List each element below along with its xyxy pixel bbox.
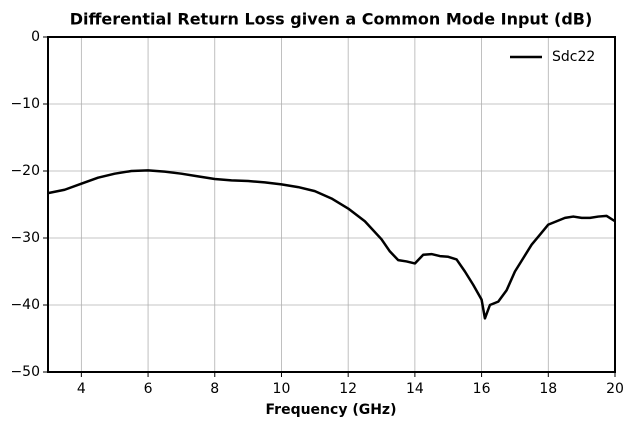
x-tick-label: 6 [144, 381, 153, 397]
data-line [47, 169, 616, 320]
x-axis-label: Frequency (GHz) [266, 402, 397, 418]
plot-frame [47, 36, 616, 373]
x-tick-label: 16 [473, 381, 491, 397]
x-tick-label: 10 [273, 381, 291, 397]
y-tick-label: 0 [31, 29, 40, 45]
chart-title: Differential Return Loss given a Common … [70, 10, 593, 29]
x-tick-label: 4 [77, 381, 86, 397]
y-tick-label: −40 [10, 297, 40, 313]
y-tick-label: −10 [10, 96, 40, 112]
y-tick-label: −30 [10, 230, 40, 246]
x-tick-label: 18 [539, 381, 557, 397]
y-tick-label: −50 [10, 364, 40, 380]
x-tick-label: 20 [606, 381, 624, 397]
legend-label: Sdc22 [552, 49, 595, 65]
y-tick-label: −20 [10, 163, 40, 179]
x-tick-label: 14 [406, 381, 424, 397]
x-tick-label: 12 [339, 381, 357, 397]
x-tick-label: 8 [210, 381, 219, 397]
